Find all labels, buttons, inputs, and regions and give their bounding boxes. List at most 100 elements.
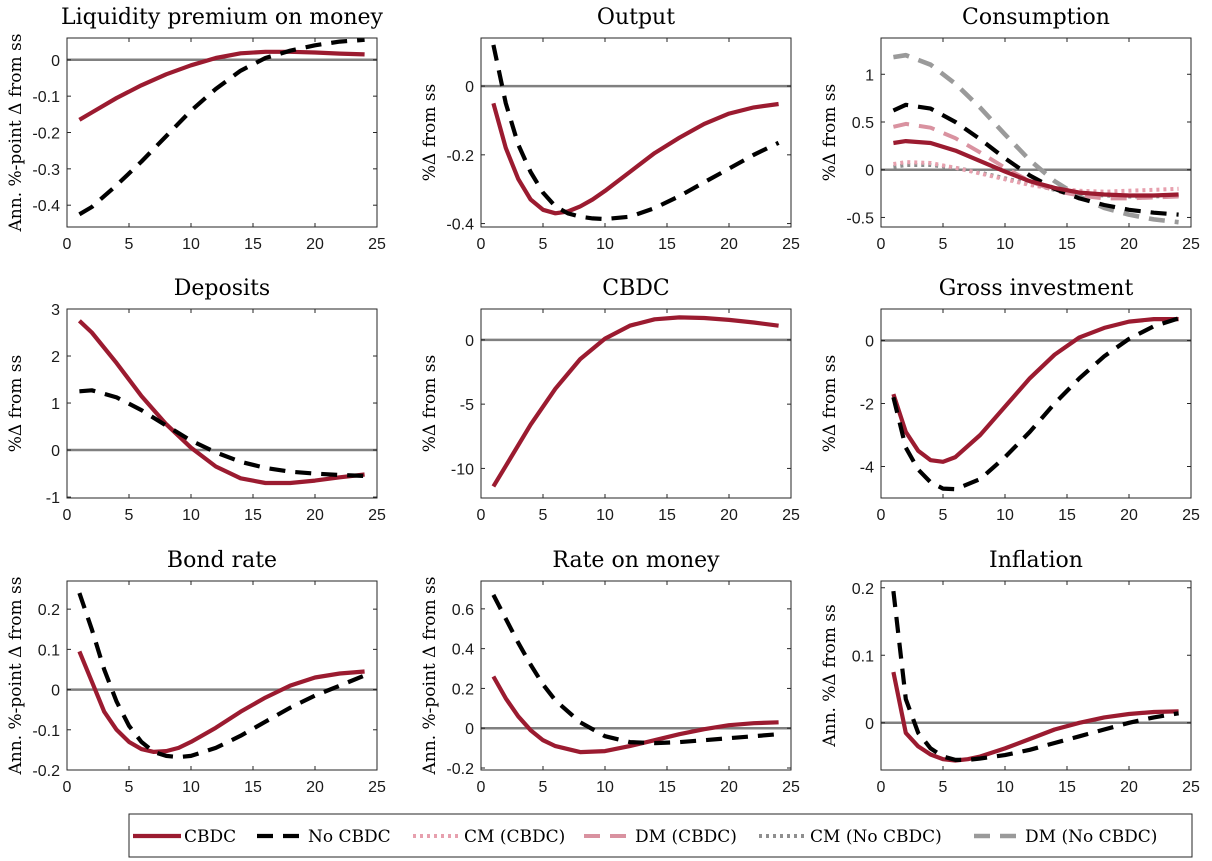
y-tick-label: -10: [451, 461, 474, 478]
y-tick-label: -0.1: [32, 89, 60, 106]
y-tick-label: -0.2: [446, 761, 474, 778]
axes-frame: [880, 37, 1192, 228]
y-tick-label: -0.4: [32, 198, 60, 215]
y-tick-label: -0.3: [32, 162, 60, 179]
x-tick-label: 25: [1182, 779, 1200, 796]
y-tick-label: 0.4: [452, 642, 474, 659]
y-axis-label: Ann. %-point Δ from ss: [6, 34, 26, 233]
series-line-cbdc: [891, 317, 1179, 464]
x-tick-label: 5: [939, 779, 948, 796]
x-tick-label: 10: [996, 236, 1014, 253]
series-line-cbdc: [78, 49, 365, 122]
series-line-no-cbdc: [491, 593, 779, 746]
x-tick-label: 0: [477, 236, 486, 253]
x-tick-label: 25: [1182, 236, 1200, 253]
y-tick-label: -0.5: [846, 210, 874, 227]
panel-5: Gross investment %Δ from ss 0 5 10 15 20 25 0 -2 -…: [820, 276, 1200, 524]
x-tick-label: 15: [658, 779, 676, 796]
series-line-dm-cbdc: [892, 121, 1179, 201]
y-tick-label: -0.4: [446, 217, 474, 234]
axes-frame: [66, 580, 378, 771]
series-line-no-cbdc: [892, 102, 1179, 217]
legend-label-dm-no-cbdc: DM (No CBDC): [1025, 827, 1157, 847]
panel-0: Liquidity premium on money Ann. %-point Δ…: [6, 5, 386, 253]
x-tick-label: 5: [939, 236, 948, 253]
x-tick-label: 15: [658, 236, 676, 253]
x-tick-label: 15: [1058, 236, 1076, 253]
x-tick-label: 0: [877, 507, 886, 524]
y-tick-label: 0.1: [38, 642, 60, 659]
series-line-cbdc: [491, 675, 779, 755]
x-tick-label: 5: [125, 779, 134, 796]
y-tick-label: 1: [51, 396, 60, 413]
x-tick-label: 5: [539, 507, 548, 524]
panel-title: Inflation: [989, 548, 1083, 573]
y-tick-label: 0: [865, 334, 874, 351]
x-tick-label: 20: [306, 236, 324, 253]
y-tick-label: -0.1: [32, 723, 60, 740]
y-tick-label: 0: [51, 683, 60, 700]
x-tick-label: 10: [596, 236, 614, 253]
x-tick-label: 25: [368, 779, 386, 796]
y-tick-label: 1: [865, 67, 874, 84]
x-tick-label: 25: [782, 236, 800, 253]
y-tick-label: 0: [865, 716, 874, 733]
x-tick-label: 10: [996, 507, 1014, 524]
y-tick-label: 0: [865, 163, 874, 180]
x-tick-label: 15: [244, 236, 262, 253]
y-tick-label: -1: [46, 490, 60, 507]
y-tick-label: -0.2: [446, 148, 474, 165]
y-axis-label: %Δ from ss: [420, 84, 440, 181]
panel-title: Consumption: [962, 5, 1110, 30]
panel-title: Output: [597, 5, 675, 30]
series-line-dm-no-cbdc: [893, 52, 1179, 225]
panel-title: Bond rate: [167, 548, 277, 573]
panel-title: Liquidity premium on money: [61, 5, 384, 30]
x-tick-label: 15: [244, 507, 262, 524]
x-tick-label: 25: [368, 236, 386, 253]
series-line-cm-cbdc: [893, 160, 1179, 194]
x-tick-label: 25: [368, 507, 386, 524]
y-tick-label: -0.2: [32, 763, 60, 780]
x-tick-label: 5: [539, 236, 548, 253]
panel-8: Inflation Ann. %Δ from ss 0 5 10 15 20 25 0.2 0.1…: [820, 548, 1200, 796]
x-tick-label: 20: [720, 507, 738, 524]
y-tick-label: 0: [51, 443, 60, 460]
x-tick-label: 15: [244, 779, 262, 796]
x-tick-label: 20: [720, 779, 738, 796]
y-tick-label: -0.2: [32, 126, 60, 143]
y-axis-label: %Δ from ss: [420, 355, 440, 452]
panel-1: Output %Δ from ss 0 5 10 15 20 25 0 -0.2 -0.4: [420, 5, 800, 253]
x-tick-label: 20: [720, 236, 738, 253]
x-tick-label: 0: [63, 507, 72, 524]
y-tick-label: 0.2: [452, 681, 474, 698]
panel-title: Deposits: [174, 276, 270, 301]
series-line-cbdc: [77, 319, 365, 486]
legend-label-cm-cbdc: CM (CBDC): [464, 827, 565, 847]
axes-frame: [880, 308, 1192, 499]
y-tick-label: 3: [51, 302, 60, 319]
y-axis-label: %Δ from ss: [820, 355, 840, 452]
y-axis-label: Ann. %-point Δ from ss: [6, 577, 26, 776]
panel-6: Bond rate Ann. %-point Δ from ss 0 5 10 15 20 2…: [6, 548, 386, 796]
series-line-no-cbdc: [891, 316, 1180, 492]
axes-frame: [66, 37, 378, 228]
series-line-cbdc: [491, 315, 779, 488]
panel-title: CBDC: [602, 276, 669, 301]
series-line-no-cbdc: [78, 38, 365, 217]
series-line-cbdc: [77, 650, 365, 754]
x-tick-label: 10: [596, 779, 614, 796]
y-axis-label: Ann. %-point Δ from ss: [420, 577, 440, 776]
legend-label-cbdc: CBDC: [184, 827, 236, 847]
x-tick-label: 20: [1120, 236, 1138, 253]
y-tick-label: 0: [465, 79, 474, 96]
x-tick-label: 10: [182, 236, 200, 253]
y-tick-label: -4: [860, 460, 874, 477]
y-tick-label: 0.5: [852, 115, 874, 132]
x-tick-label: 25: [782, 779, 800, 796]
series-line-cbdc: [491, 101, 779, 216]
panel-title: Rate on money: [552, 548, 720, 573]
legend-label-cm-no-cbdc: CM (No CBDC): [810, 827, 942, 847]
